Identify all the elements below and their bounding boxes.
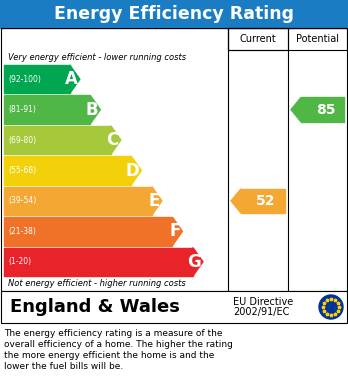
Polygon shape [131, 156, 141, 185]
Text: (21-38): (21-38) [8, 227, 36, 236]
Polygon shape [231, 189, 241, 213]
Bar [4, 156, 131, 185]
Text: Very energy efficient - lower running costs: Very energy efficient - lower running co… [8, 52, 186, 61]
Text: G: G [187, 253, 201, 271]
Bar [228, 28, 288, 50]
Circle shape [319, 295, 343, 319]
Bar [4, 187, 152, 215]
Polygon shape [70, 65, 80, 93]
Text: C: C [106, 131, 119, 149]
Polygon shape [152, 187, 162, 215]
Bar [228, 28, 347, 50]
Polygon shape [172, 217, 182, 246]
Text: overall efficiency of a home. The higher the rating: overall efficiency of a home. The higher… [4, 340, 233, 349]
Polygon shape [291, 97, 301, 122]
Bar [4, 248, 193, 276]
Text: Not energy efficient - higher running costs: Not energy efficient - higher running co… [8, 280, 186, 289]
Text: (69-80): (69-80) [8, 136, 36, 145]
Bar [4, 126, 111, 154]
Bar [1, 291, 347, 323]
Text: B: B [86, 100, 98, 118]
Text: (81-91): (81-91) [8, 105, 36, 114]
Text: E: E [149, 192, 160, 210]
Text: England & Wales: England & Wales [10, 298, 180, 316]
Polygon shape [193, 248, 203, 276]
Text: the more energy efficient the home is and the: the more energy efficient the home is an… [4, 351, 214, 360]
Bar [4, 217, 172, 246]
Bar [0, 0, 348, 28]
Bar [4, 65, 70, 93]
Text: (55-68): (55-68) [8, 166, 36, 175]
Text: 52: 52 [256, 194, 276, 208]
Polygon shape [111, 126, 121, 154]
Text: (39-54): (39-54) [8, 196, 36, 205]
Text: Energy Efficiency Rating: Energy Efficiency Rating [54, 5, 294, 23]
Polygon shape [90, 95, 100, 124]
Text: 85: 85 [316, 103, 335, 117]
Text: lower the fuel bills will be.: lower the fuel bills will be. [4, 362, 123, 371]
Text: (92-100): (92-100) [8, 75, 41, 84]
Bar [301, 97, 344, 122]
Text: EU Directive: EU Directive [233, 297, 293, 307]
Text: D: D [126, 161, 139, 179]
Bar [241, 189, 285, 213]
Bar [4, 95, 90, 124]
Text: (1-20): (1-20) [8, 257, 31, 266]
Text: Potential: Potential [296, 34, 339, 44]
Text: A: A [65, 70, 78, 88]
Text: Current: Current [240, 34, 276, 44]
Text: 2002/91/EC: 2002/91/EC [233, 307, 290, 317]
Text: The energy efficiency rating is a measure of the: The energy efficiency rating is a measur… [4, 329, 222, 338]
Text: F: F [169, 222, 180, 240]
Bar [1, 28, 347, 291]
